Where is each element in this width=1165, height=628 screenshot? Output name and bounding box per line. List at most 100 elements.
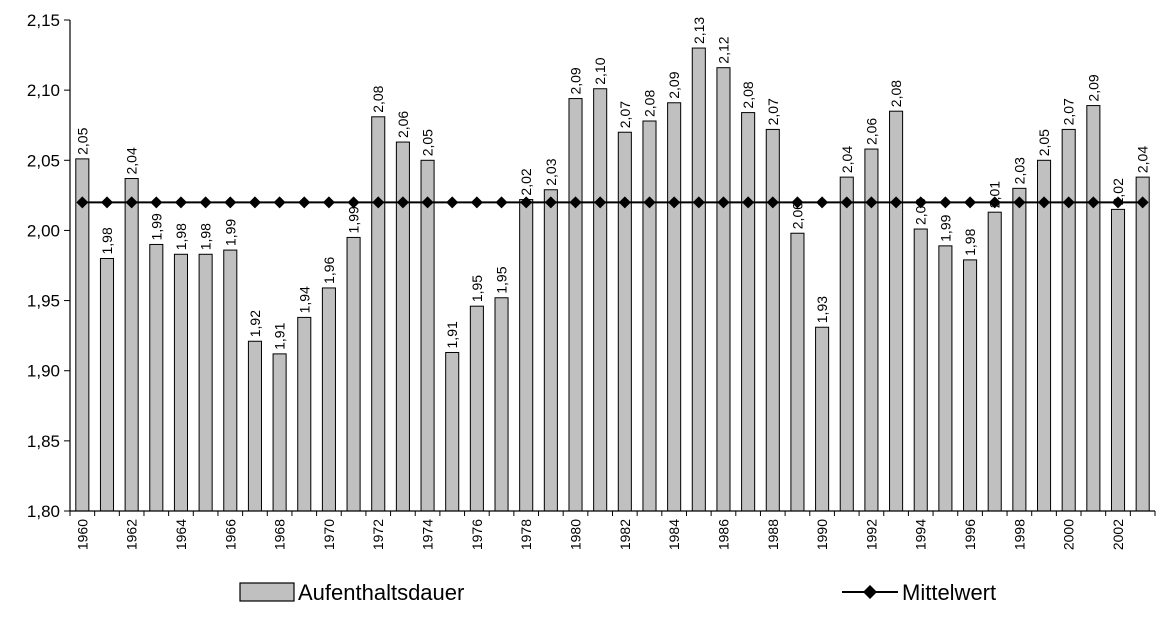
bar-1962 bbox=[124, 178, 139, 512]
x-tick-label-1964: 1964 bbox=[173, 519, 189, 550]
data-label-1977: 1,95 bbox=[494, 266, 510, 293]
data-label-1993: 2,08 bbox=[888, 80, 904, 107]
x-tick-label-1988: 1988 bbox=[765, 519, 781, 550]
mean-marker-1981 bbox=[594, 196, 607, 209]
bar-1977 bbox=[494, 297, 509, 512]
bar-1966 bbox=[223, 249, 238, 512]
mean-marker-1976 bbox=[470, 196, 483, 209]
x-tick-label-1980: 1980 bbox=[568, 519, 584, 550]
y-tick-label: 2,15 bbox=[27, 11, 60, 30]
data-label-1986: 2,12 bbox=[715, 36, 731, 63]
bar-1964 bbox=[173, 253, 188, 512]
bar-1983 bbox=[642, 120, 657, 512]
data-label-1987: 2,08 bbox=[740, 81, 756, 108]
bar-1993 bbox=[889, 110, 904, 512]
data-label-1996: 1,98 bbox=[962, 228, 978, 255]
data-label-1981: 2,10 bbox=[592, 57, 608, 84]
mean-marker-1984 bbox=[668, 196, 681, 209]
data-label-1985: 2,13 bbox=[691, 17, 707, 44]
bar-series bbox=[75, 47, 1150, 512]
mean-marker-2003 bbox=[1136, 196, 1149, 209]
mean-marker-1995 bbox=[939, 196, 952, 209]
mean-marker-1997 bbox=[988, 196, 1001, 209]
x-tick-label-1970: 1970 bbox=[321, 519, 337, 550]
mean-marker-1982 bbox=[618, 196, 631, 209]
data-label-1975: 1,91 bbox=[444, 321, 460, 348]
mean-marker-1969 bbox=[298, 196, 311, 209]
bar-1979 bbox=[543, 189, 558, 512]
bar-1987 bbox=[741, 112, 756, 512]
x-tick-label-1968: 1968 bbox=[272, 519, 288, 550]
bar-1986 bbox=[716, 67, 731, 512]
mean-marker-1985 bbox=[692, 196, 705, 209]
mean-marker-1960 bbox=[76, 196, 89, 209]
bar-2000 bbox=[1061, 128, 1076, 512]
mean-marker-1999 bbox=[1038, 196, 1051, 209]
bar-1988 bbox=[765, 128, 780, 512]
mean-marker-1994 bbox=[914, 196, 927, 209]
x-tick-label-1996: 1996 bbox=[962, 519, 978, 550]
mean-marker-1991 bbox=[840, 196, 853, 209]
data-label-1962: 2,04 bbox=[124, 147, 140, 174]
data-label-1971: 1,99 bbox=[346, 206, 362, 233]
x-tick-label-1994: 1994 bbox=[913, 519, 929, 550]
x-tick-label-1986: 1986 bbox=[715, 519, 731, 550]
data-label-1967: 1,92 bbox=[247, 310, 263, 337]
bar-1974 bbox=[420, 159, 435, 512]
mean-marker-1963 bbox=[150, 196, 163, 209]
x-tick-label-1998: 1998 bbox=[1011, 519, 1027, 550]
y-tick-label: 2,10 bbox=[27, 81, 60, 100]
mean-marker-1978 bbox=[520, 196, 533, 209]
data-label-1961: 1,98 bbox=[99, 227, 115, 254]
bar-1984 bbox=[667, 102, 682, 512]
bar-1999 bbox=[1037, 159, 1052, 512]
legend-line-label: Mittelwert bbox=[902, 580, 996, 605]
mean-marker-1989 bbox=[791, 196, 804, 209]
mean-marker-2002 bbox=[1112, 196, 1125, 209]
legend-diamond-marker bbox=[863, 585, 877, 599]
y-tick-label: 1,90 bbox=[27, 362, 60, 381]
mean-marker-1980 bbox=[569, 196, 582, 209]
bar-1991 bbox=[839, 176, 854, 512]
bar-2001 bbox=[1086, 105, 1101, 512]
data-label-1979: 2,03 bbox=[543, 158, 559, 185]
mean-marker-2000 bbox=[1062, 196, 1075, 209]
mean-marker-1979 bbox=[544, 196, 557, 209]
bar-1968 bbox=[272, 353, 287, 512]
mean-marker-1975 bbox=[446, 196, 459, 209]
data-label-2001: 2,09 bbox=[1085, 74, 1101, 101]
mean-marker-1961 bbox=[100, 196, 113, 209]
y-tick-label: 2,05 bbox=[27, 151, 60, 170]
y-tick-label: 1,85 bbox=[27, 432, 60, 451]
mean-marker-1996 bbox=[964, 196, 977, 209]
bar-1997 bbox=[987, 211, 1002, 512]
bar-1960 bbox=[75, 158, 90, 512]
y-tick-label: 1,80 bbox=[27, 502, 60, 521]
data-label-2000: 2,07 bbox=[1061, 98, 1077, 125]
bar-1963 bbox=[149, 243, 164, 512]
x-tick-label-1992: 1992 bbox=[863, 519, 879, 550]
x-tick-label-1976: 1976 bbox=[469, 519, 485, 550]
data-label-1963: 1,99 bbox=[148, 213, 164, 240]
data-label-1978: 2,02 bbox=[518, 168, 534, 195]
x-tick-label-1984: 1984 bbox=[666, 519, 682, 550]
mean-marker-1987 bbox=[742, 196, 755, 209]
data-label-1989: 2,00 bbox=[789, 202, 805, 229]
x-tick-label-1966: 1966 bbox=[222, 519, 238, 550]
bar-2003 bbox=[1135, 176, 1150, 512]
bar-1975 bbox=[445, 351, 460, 512]
bar-1995 bbox=[938, 245, 953, 512]
data-label-2002: 2,02 bbox=[1110, 178, 1126, 205]
data-labels: 2,05 1,98 2,04 1,99 1,98 1,98 1,99 1,92 1,91 1,94… bbox=[74, 17, 1150, 350]
bar-1967 bbox=[247, 340, 262, 512]
bar-1980 bbox=[568, 98, 583, 512]
data-label-1983: 2,08 bbox=[641, 90, 657, 117]
bar-1970 bbox=[321, 287, 336, 512]
bar-1972 bbox=[371, 116, 386, 512]
data-label-1966: 1,99 bbox=[222, 219, 238, 246]
mean-marker-1974 bbox=[421, 196, 434, 209]
data-label-1998: 2,03 bbox=[1011, 157, 1027, 184]
data-label-1972: 2,08 bbox=[370, 85, 386, 112]
x-tick-label-1978: 1978 bbox=[518, 519, 534, 550]
